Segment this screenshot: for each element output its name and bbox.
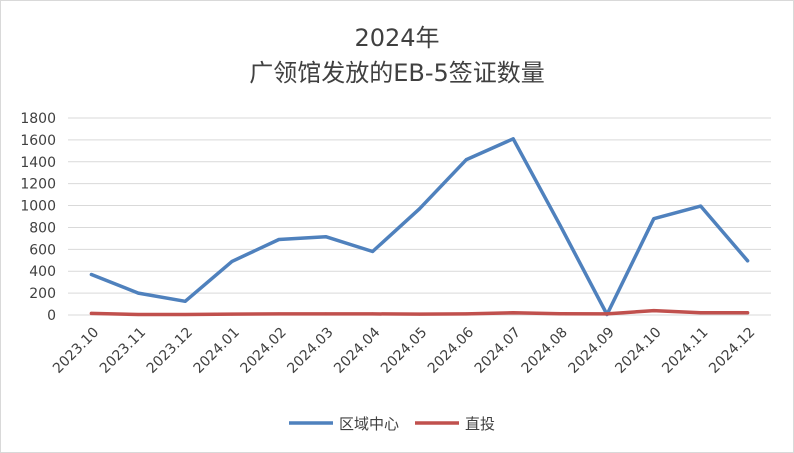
x-tick-label: 2024.09 bbox=[566, 325, 618, 377]
series-line-1 bbox=[89, 137, 750, 317]
x-tick: 2024.01 bbox=[191, 325, 243, 377]
x-tick: 2024.06 bbox=[425, 324, 477, 376]
x-tick: 2024.07 bbox=[472, 325, 524, 377]
y-tick-label: 600 bbox=[29, 242, 56, 258]
data-point bbox=[511, 137, 515, 141]
y-tick-label: 1000 bbox=[20, 199, 56, 215]
data-point bbox=[277, 237, 281, 241]
data-point bbox=[277, 312, 281, 316]
x-tick-label: 2023.11 bbox=[97, 325, 149, 377]
series-layer bbox=[89, 137, 750, 317]
legend-label-1: 区域中心 bbox=[339, 415, 399, 433]
data-point bbox=[605, 312, 609, 316]
data-point bbox=[464, 158, 468, 162]
x-tick: 2024.10 bbox=[612, 325, 664, 377]
data-point bbox=[652, 309, 656, 313]
x-tick: 2023.10 bbox=[50, 325, 102, 377]
x-tick: 2023.12 bbox=[144, 325, 196, 377]
data-point bbox=[418, 312, 421, 316]
x-tick: 2024.02 bbox=[237, 325, 289, 377]
legend-label-2: 直投 bbox=[465, 415, 495, 433]
data-point bbox=[558, 223, 562, 227]
x-tick-label: 2024.01 bbox=[191, 325, 243, 377]
x-tick: 2024.11 bbox=[659, 325, 711, 377]
x-tick: 2024.04 bbox=[331, 324, 383, 376]
data-point bbox=[418, 207, 421, 211]
data-point bbox=[699, 311, 703, 315]
data-point bbox=[230, 312, 234, 316]
y-tick-label: 1200 bbox=[20, 177, 56, 193]
x-tick-label: 2023.12 bbox=[144, 325, 196, 377]
y-tick-label: 200 bbox=[29, 286, 56, 302]
x-tick-label: 2024.07 bbox=[472, 325, 524, 377]
data-point bbox=[746, 259, 750, 263]
x-tick-label: 2023.10 bbox=[50, 325, 102, 377]
y-tick-label: 1600 bbox=[20, 133, 56, 149]
x-tick-label: 2024.05 bbox=[378, 325, 430, 377]
x-tick-label: 2024.04 bbox=[331, 324, 383, 376]
chart-subtitle: 广领馆发放的EB-5签证数量 bbox=[249, 59, 545, 87]
x-tick-label: 2024.10 bbox=[612, 325, 664, 377]
y-tick-label: 1400 bbox=[20, 155, 56, 171]
x-tick: 2024.12 bbox=[706, 325, 758, 377]
x-tick-label: 2024.11 bbox=[659, 325, 711, 377]
x-tick-label: 2024.08 bbox=[519, 325, 571, 377]
x-tick-label: 2024.12 bbox=[706, 325, 758, 377]
data-point bbox=[371, 250, 375, 254]
data-point bbox=[89, 311, 93, 315]
x-tick: 2024.08 bbox=[519, 325, 571, 377]
data-point bbox=[558, 312, 562, 316]
data-point bbox=[183, 312, 187, 316]
data-point bbox=[511, 311, 515, 315]
x-axis-ticks: 2023.102023.112023.122024.012024.022024.… bbox=[50, 324, 758, 376]
chart-title: 2024年 bbox=[354, 24, 439, 52]
x-tick-label: 2024.06 bbox=[425, 324, 477, 376]
x-tick: 2024.09 bbox=[566, 325, 618, 377]
y-tick-label: 400 bbox=[29, 264, 56, 280]
data-point bbox=[324, 312, 328, 316]
data-point bbox=[371, 312, 375, 316]
data-point bbox=[136, 312, 140, 316]
x-tick: 2024.05 bbox=[378, 325, 430, 377]
y-tick-label: 1800 bbox=[20, 111, 56, 127]
legend: 区域中心 直投 bbox=[289, 415, 495, 433]
data-point bbox=[652, 217, 656, 221]
x-tick-label: 2024.02 bbox=[237, 325, 289, 377]
x-tick: 2023.11 bbox=[97, 325, 149, 377]
data-point bbox=[89, 273, 93, 277]
y-tick-label: 800 bbox=[29, 220, 56, 236]
data-point bbox=[699, 204, 703, 208]
x-tick-label: 2024.03 bbox=[284, 325, 336, 377]
y-axis-ticks: 0 200 400 600 800 1000 1200 1400 1600 1800 bbox=[20, 111, 56, 324]
data-point bbox=[324, 235, 328, 239]
data-point bbox=[464, 312, 468, 316]
data-point bbox=[183, 299, 187, 303]
data-point bbox=[746, 311, 750, 315]
x-tick: 2024.03 bbox=[284, 325, 336, 377]
data-point bbox=[230, 259, 234, 263]
grid-layer bbox=[68, 117, 771, 316]
y-tick-label: 0 bbox=[47, 308, 56, 324]
data-point bbox=[136, 291, 140, 295]
